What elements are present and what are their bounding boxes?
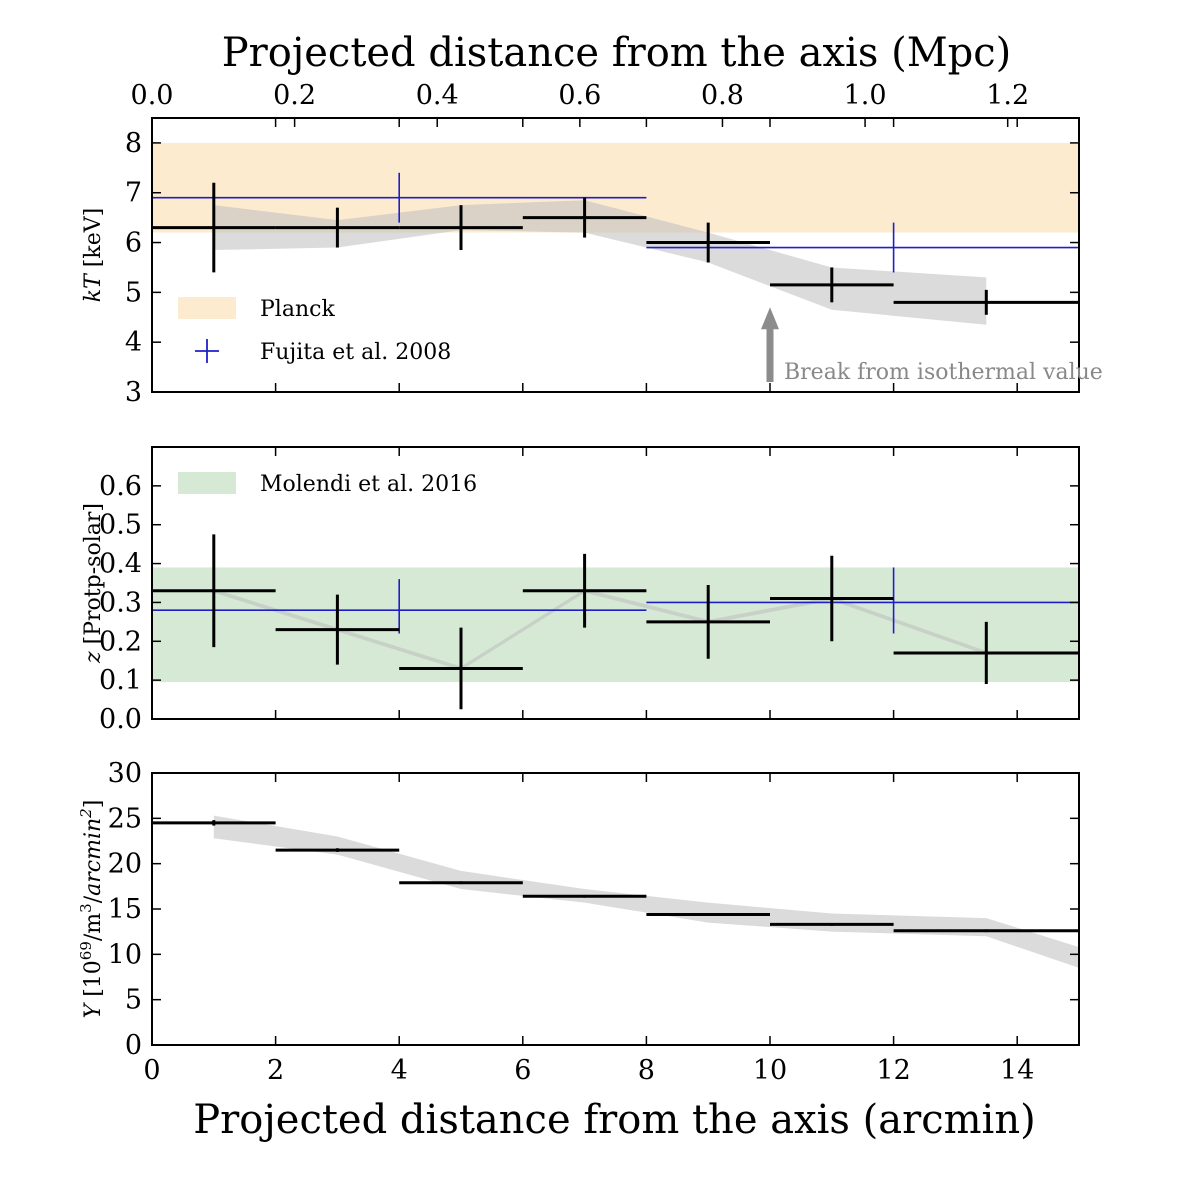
- y-tick-label-Y: 15: [108, 894, 142, 925]
- band-z-0: [152, 567, 1079, 683]
- y-tick-label-z: 0.2: [99, 626, 142, 657]
- top-x-axis-label: Projected distance from the axis (Mpc): [222, 30, 1012, 76]
- y-tick-label-kT: 5: [125, 277, 142, 308]
- data-point-z-1: [275, 594, 400, 665]
- data-point-kT-1: [275, 207, 400, 248]
- legend-label-kT-0: Planck: [260, 297, 335, 322]
- data-point-Y-6: [893, 929, 1079, 933]
- y-tick-label-Y: 0: [125, 1030, 142, 1061]
- x-axis-label: Projected distance from the axis (arcmin…: [193, 1097, 1035, 1143]
- axes-frame-z: [151, 446, 1080, 720]
- data-point-kT-6: [893, 289, 1079, 315]
- x-tick-label: 2: [267, 1055, 284, 1086]
- y-tick-label-kT: 4: [125, 327, 142, 358]
- fit-band-kT: [213, 200, 987, 325]
- x-tick-label: 8: [638, 1055, 655, 1086]
- top-x-tick-label: 0.8: [701, 80, 744, 111]
- data-point-Y-3: [522, 894, 647, 898]
- x-tick-label: 0: [143, 1055, 160, 1086]
- top-x-tick-label: 0.6: [558, 80, 601, 111]
- y-tick-label-Y: 10: [108, 939, 142, 970]
- data-point-z-6: [893, 621, 1079, 685]
- x-tick-label: 10: [753, 1055, 787, 1086]
- data-point-kT-4: [646, 222, 770, 263]
- y-tick-label-kT: 3: [125, 377, 142, 408]
- top-x-tick-label: 0.0: [131, 80, 174, 111]
- y-tick-label-z: 0.5: [99, 510, 142, 541]
- x-tick-label: 12: [876, 1055, 910, 1086]
- data-point-Y-5: [770, 922, 894, 926]
- y-tick-label-Y: 30: [108, 758, 142, 789]
- y-tick-label-z: 0.3: [99, 587, 142, 618]
- panel-z: 0.0 0.1 0.2 0.3 0.4 0.5 0.6z [Protp-solar] Mole…: [81, 446, 1080, 735]
- data-point-kT-5: [770, 267, 894, 303]
- fit-band-z: [213, 588, 987, 671]
- y-axis-label-kT: kT [keV]: [81, 208, 106, 302]
- y-tick-label-kT: 8: [125, 128, 142, 159]
- annotation-arrow-head: [761, 307, 779, 330]
- fit-band-Y: [213, 815, 1080, 968]
- y-tick-label-Y: 25: [108, 803, 142, 834]
- axes-frame-Y: [151, 772, 1080, 1046]
- top-x-tick-label: 0.2: [273, 80, 316, 111]
- y-tick-label-Y: 20: [108, 849, 142, 880]
- legend-label-z-0: Molendi et al. 2016: [260, 472, 477, 497]
- data-point-z-0: [152, 534, 276, 648]
- panel-kT: 3 4 5 6 7 8 kT [keV] Planck Fujita et al. 2008 Br…: [81, 117, 1103, 408]
- legend-swatch-kT-0: [178, 297, 236, 319]
- data-point-z-3: [522, 553, 647, 628]
- data-point-Y-4: [646, 912, 770, 916]
- y-axis-label-z: z [Protp-solar]: [81, 503, 106, 664]
- data-point-kT-2: [399, 205, 523, 251]
- data-point-z-5: [770, 555, 894, 642]
- panel-Y: 0 2 4 6 8 10 12 14 0 5 10 15 20 25 30Y [1069/m3/arcmin…: [77, 758, 1080, 1086]
- y-axis-label-Y: Y [1069/m3/arcmin2]: [77, 800, 106, 1019]
- x-tick-label: 6: [514, 1055, 531, 1086]
- x-tick-label: 14: [1000, 1055, 1034, 1086]
- top-x-tick-label: 0.4: [416, 80, 459, 111]
- axes-frame-kT: [151, 117, 1080, 393]
- y-tick-label-Y: 5: [125, 985, 142, 1016]
- annotation-text: Break from isothermal value: [784, 360, 1103, 385]
- data-point-Y-1: [275, 848, 400, 852]
- data-point-z-2: [399, 627, 523, 710]
- legend-label-kT-1: Fujita et al. 2008: [260, 340, 451, 365]
- y-tick-label-z: 0.4: [99, 549, 142, 580]
- data-point-kT-0: [152, 182, 276, 273]
- data-point-Y-2: [399, 881, 523, 885]
- data-point-kT-3: [522, 197, 647, 238]
- legend-swatch-z-0: [178, 472, 236, 494]
- data-point-Y-0: [152, 820, 276, 826]
- y-tick-label-kT: 7: [125, 178, 142, 209]
- y-tick-label-z: 0.0: [99, 704, 142, 735]
- y-tick-label-z: 0.6: [99, 471, 142, 502]
- y-tick-label-z: 0.1: [99, 665, 142, 696]
- top-x-tick-label: 1.2: [986, 80, 1029, 111]
- x-tick-label: 4: [391, 1055, 408, 1086]
- y-tick-label-kT: 6: [125, 228, 142, 259]
- data-point-z-4: [646, 584, 770, 659]
- top-x-tick-label: 1.0: [844, 80, 887, 111]
